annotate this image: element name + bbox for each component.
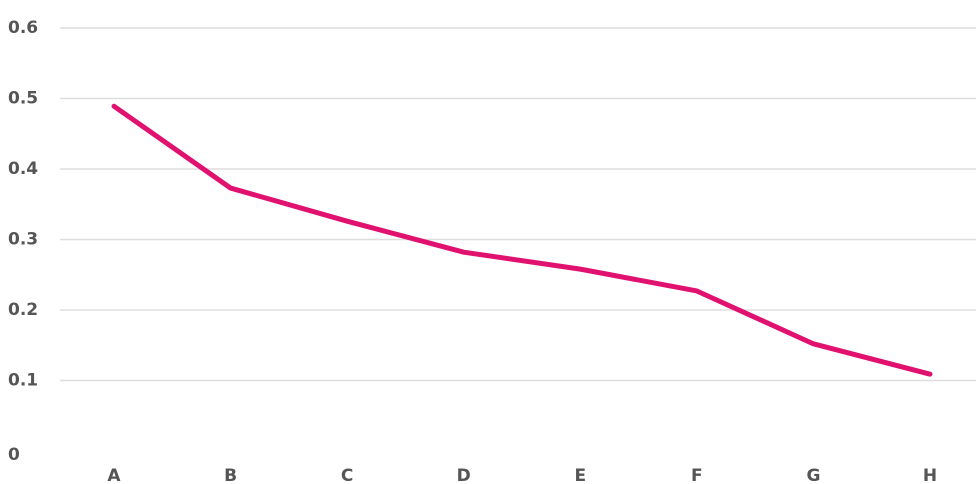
y-tick-label: 0 xyxy=(8,445,20,465)
x-tick-label: D xyxy=(457,466,471,484)
x-tick-label: E xyxy=(574,466,586,484)
x-tick-label: H xyxy=(923,466,937,484)
x-tick-label: C xyxy=(341,466,353,484)
x-tick-label: A xyxy=(107,466,121,484)
y-tick-label: 0.6 xyxy=(8,18,38,38)
y-tick-label: 0.3 xyxy=(8,230,38,250)
data-line xyxy=(111,103,933,377)
y-tick-label: 0.1 xyxy=(8,371,38,391)
y-tick-label: 0.4 xyxy=(8,159,38,179)
y-tick-label: 0.2 xyxy=(8,300,38,320)
y-tick-label: 0.5 xyxy=(8,89,38,109)
x-tick-label: B xyxy=(224,466,237,484)
x-tick-label: F xyxy=(691,466,703,484)
x-tick-label: G xyxy=(806,466,820,484)
